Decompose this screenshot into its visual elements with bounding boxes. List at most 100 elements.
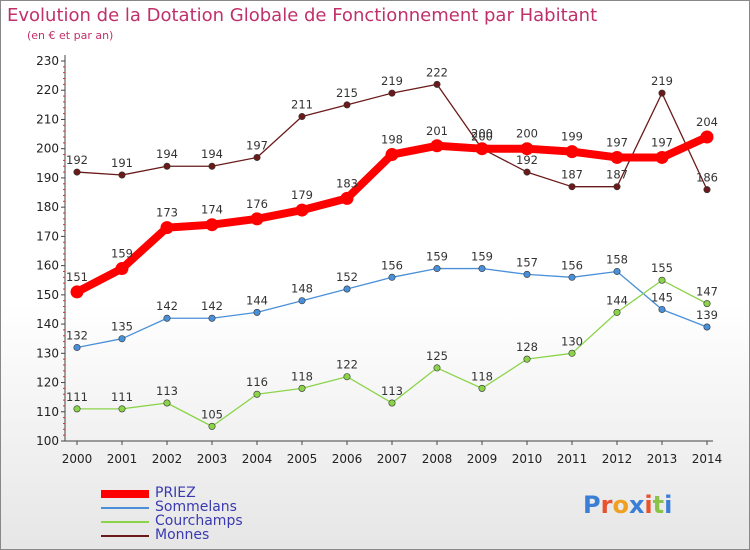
- data-point-sommelans: [253, 308, 261, 316]
- y-tick-label: 210: [36, 112, 59, 126]
- data-point-priez: [295, 203, 309, 217]
- data-label-sommelans: 157: [516, 255, 538, 269]
- data-label-courchamps: 155: [651, 261, 673, 275]
- data-label-priez: 199: [561, 130, 583, 144]
- data-point-monnes: [388, 89, 396, 97]
- logo-letter: i: [644, 491, 653, 519]
- x-tick-label: 2007: [377, 452, 408, 466]
- data-label-priez: 197: [606, 135, 628, 149]
- data-label-monnes: 200: [471, 130, 493, 144]
- data-point-monnes: [568, 183, 576, 191]
- data-point-sommelans: [388, 273, 396, 281]
- legend-swatch: [101, 507, 149, 509]
- data-point-priez: [430, 139, 444, 153]
- data-label-priez: 176: [246, 197, 268, 211]
- data-label-monnes: 219: [381, 74, 403, 88]
- x-tick-label: 2008: [422, 452, 453, 466]
- data-point-monnes: [613, 183, 621, 191]
- data-label-sommelans: 159: [426, 250, 448, 264]
- x-tick-label: 2004: [242, 452, 273, 466]
- data-point-priez: [205, 218, 219, 232]
- data-point-courchamps: [253, 390, 261, 398]
- data-point-courchamps: [388, 399, 396, 407]
- data-label-courchamps: 128: [516, 340, 538, 354]
- y-tick-label: 160: [36, 259, 59, 273]
- chart-title: Evolution de la Dotation Globale de Fonc…: [7, 5, 598, 26]
- data-label-priez: 173: [156, 206, 178, 220]
- data-label-monnes: 194: [156, 147, 178, 161]
- data-label-monnes: 197: [246, 138, 268, 152]
- data-label-monnes: 187: [606, 168, 628, 182]
- legend-label: PRIEZ: [155, 485, 196, 501]
- data-point-priez: [520, 142, 534, 156]
- data-label-priez: 183: [336, 176, 358, 190]
- logo-letter: i: [664, 491, 673, 519]
- data-point-monnes: [433, 80, 441, 88]
- data-label-priez: 174: [201, 203, 223, 217]
- data-point-courchamps: [163, 399, 171, 407]
- data-label-sommelans: 156: [561, 258, 583, 272]
- data-point-sommelans: [73, 343, 81, 351]
- legend-label: Sommelans: [155, 499, 237, 515]
- data-label-monnes: 222: [426, 65, 448, 79]
- data-point-courchamps: [478, 384, 486, 392]
- y-tick-label: 140: [36, 317, 59, 331]
- data-point-monnes: [253, 153, 261, 161]
- y-tick-label: 190: [36, 171, 59, 185]
- x-tick-label: 2011: [557, 452, 588, 466]
- data-point-sommelans: [568, 273, 576, 281]
- y-tick-label: 170: [36, 229, 59, 243]
- data-label-priez: 197: [651, 135, 673, 149]
- data-label-courchamps: 111: [111, 390, 133, 404]
- logo-letter: o: [612, 491, 629, 519]
- data-point-monnes: [523, 168, 531, 176]
- data-label-courchamps: 105: [201, 407, 223, 421]
- data-label-priez: 200: [471, 127, 493, 141]
- data-point-monnes: [343, 101, 351, 109]
- legend-item-priez: PRIEZ: [101, 485, 301, 501]
- data-label-priez: 198: [381, 133, 403, 147]
- data-point-priez: [160, 221, 174, 235]
- data-label-sommelans: 142: [201, 299, 223, 313]
- data-point-priez: [115, 262, 129, 276]
- logo-letter: t: [652, 491, 665, 519]
- legend-item-courchamps: Courchamps: [101, 513, 301, 529]
- data-point-priez: [700, 130, 714, 144]
- data-label-priez: 179: [291, 188, 313, 202]
- data-label-courchamps: 125: [426, 349, 448, 363]
- x-tick-label: 2009: [467, 452, 498, 466]
- data-point-sommelans: [433, 265, 441, 273]
- x-tick-label: 2012: [602, 452, 633, 466]
- x-tick-label: 2000: [62, 452, 93, 466]
- data-label-monnes: 187: [561, 168, 583, 182]
- data-point-sommelans: [163, 314, 171, 322]
- y-tick-label: 110: [36, 405, 59, 419]
- data-label-sommelans: 158: [606, 252, 628, 266]
- data-point-sommelans: [343, 285, 351, 293]
- legend-swatch: [101, 490, 149, 498]
- data-point-courchamps: [73, 405, 81, 413]
- data-label-monnes: 194: [201, 147, 223, 161]
- x-tick-label: 2014: [692, 452, 723, 466]
- data-point-courchamps: [433, 364, 441, 372]
- data-label-courchamps: 147: [696, 285, 718, 299]
- data-label-sommelans: 132: [66, 328, 88, 342]
- data-point-courchamps: [118, 405, 126, 413]
- data-label-sommelans: 148: [291, 282, 313, 296]
- data-label-courchamps: 116: [246, 375, 268, 389]
- logo-letter: x: [628, 491, 645, 519]
- data-label-priez: 159: [111, 247, 133, 261]
- data-point-priez: [655, 150, 669, 164]
- data-point-courchamps: [658, 276, 666, 284]
- data-label-monnes: 215: [336, 86, 358, 100]
- data-point-courchamps: [208, 422, 216, 430]
- data-point-sommelans: [703, 323, 711, 331]
- data-point-priez: [475, 142, 489, 156]
- data-label-monnes: 219: [651, 74, 673, 88]
- y-tick-label: 230: [36, 54, 59, 68]
- legend-swatch: [101, 535, 149, 537]
- data-label-sommelans: 142: [156, 299, 178, 313]
- data-point-sommelans: [658, 305, 666, 313]
